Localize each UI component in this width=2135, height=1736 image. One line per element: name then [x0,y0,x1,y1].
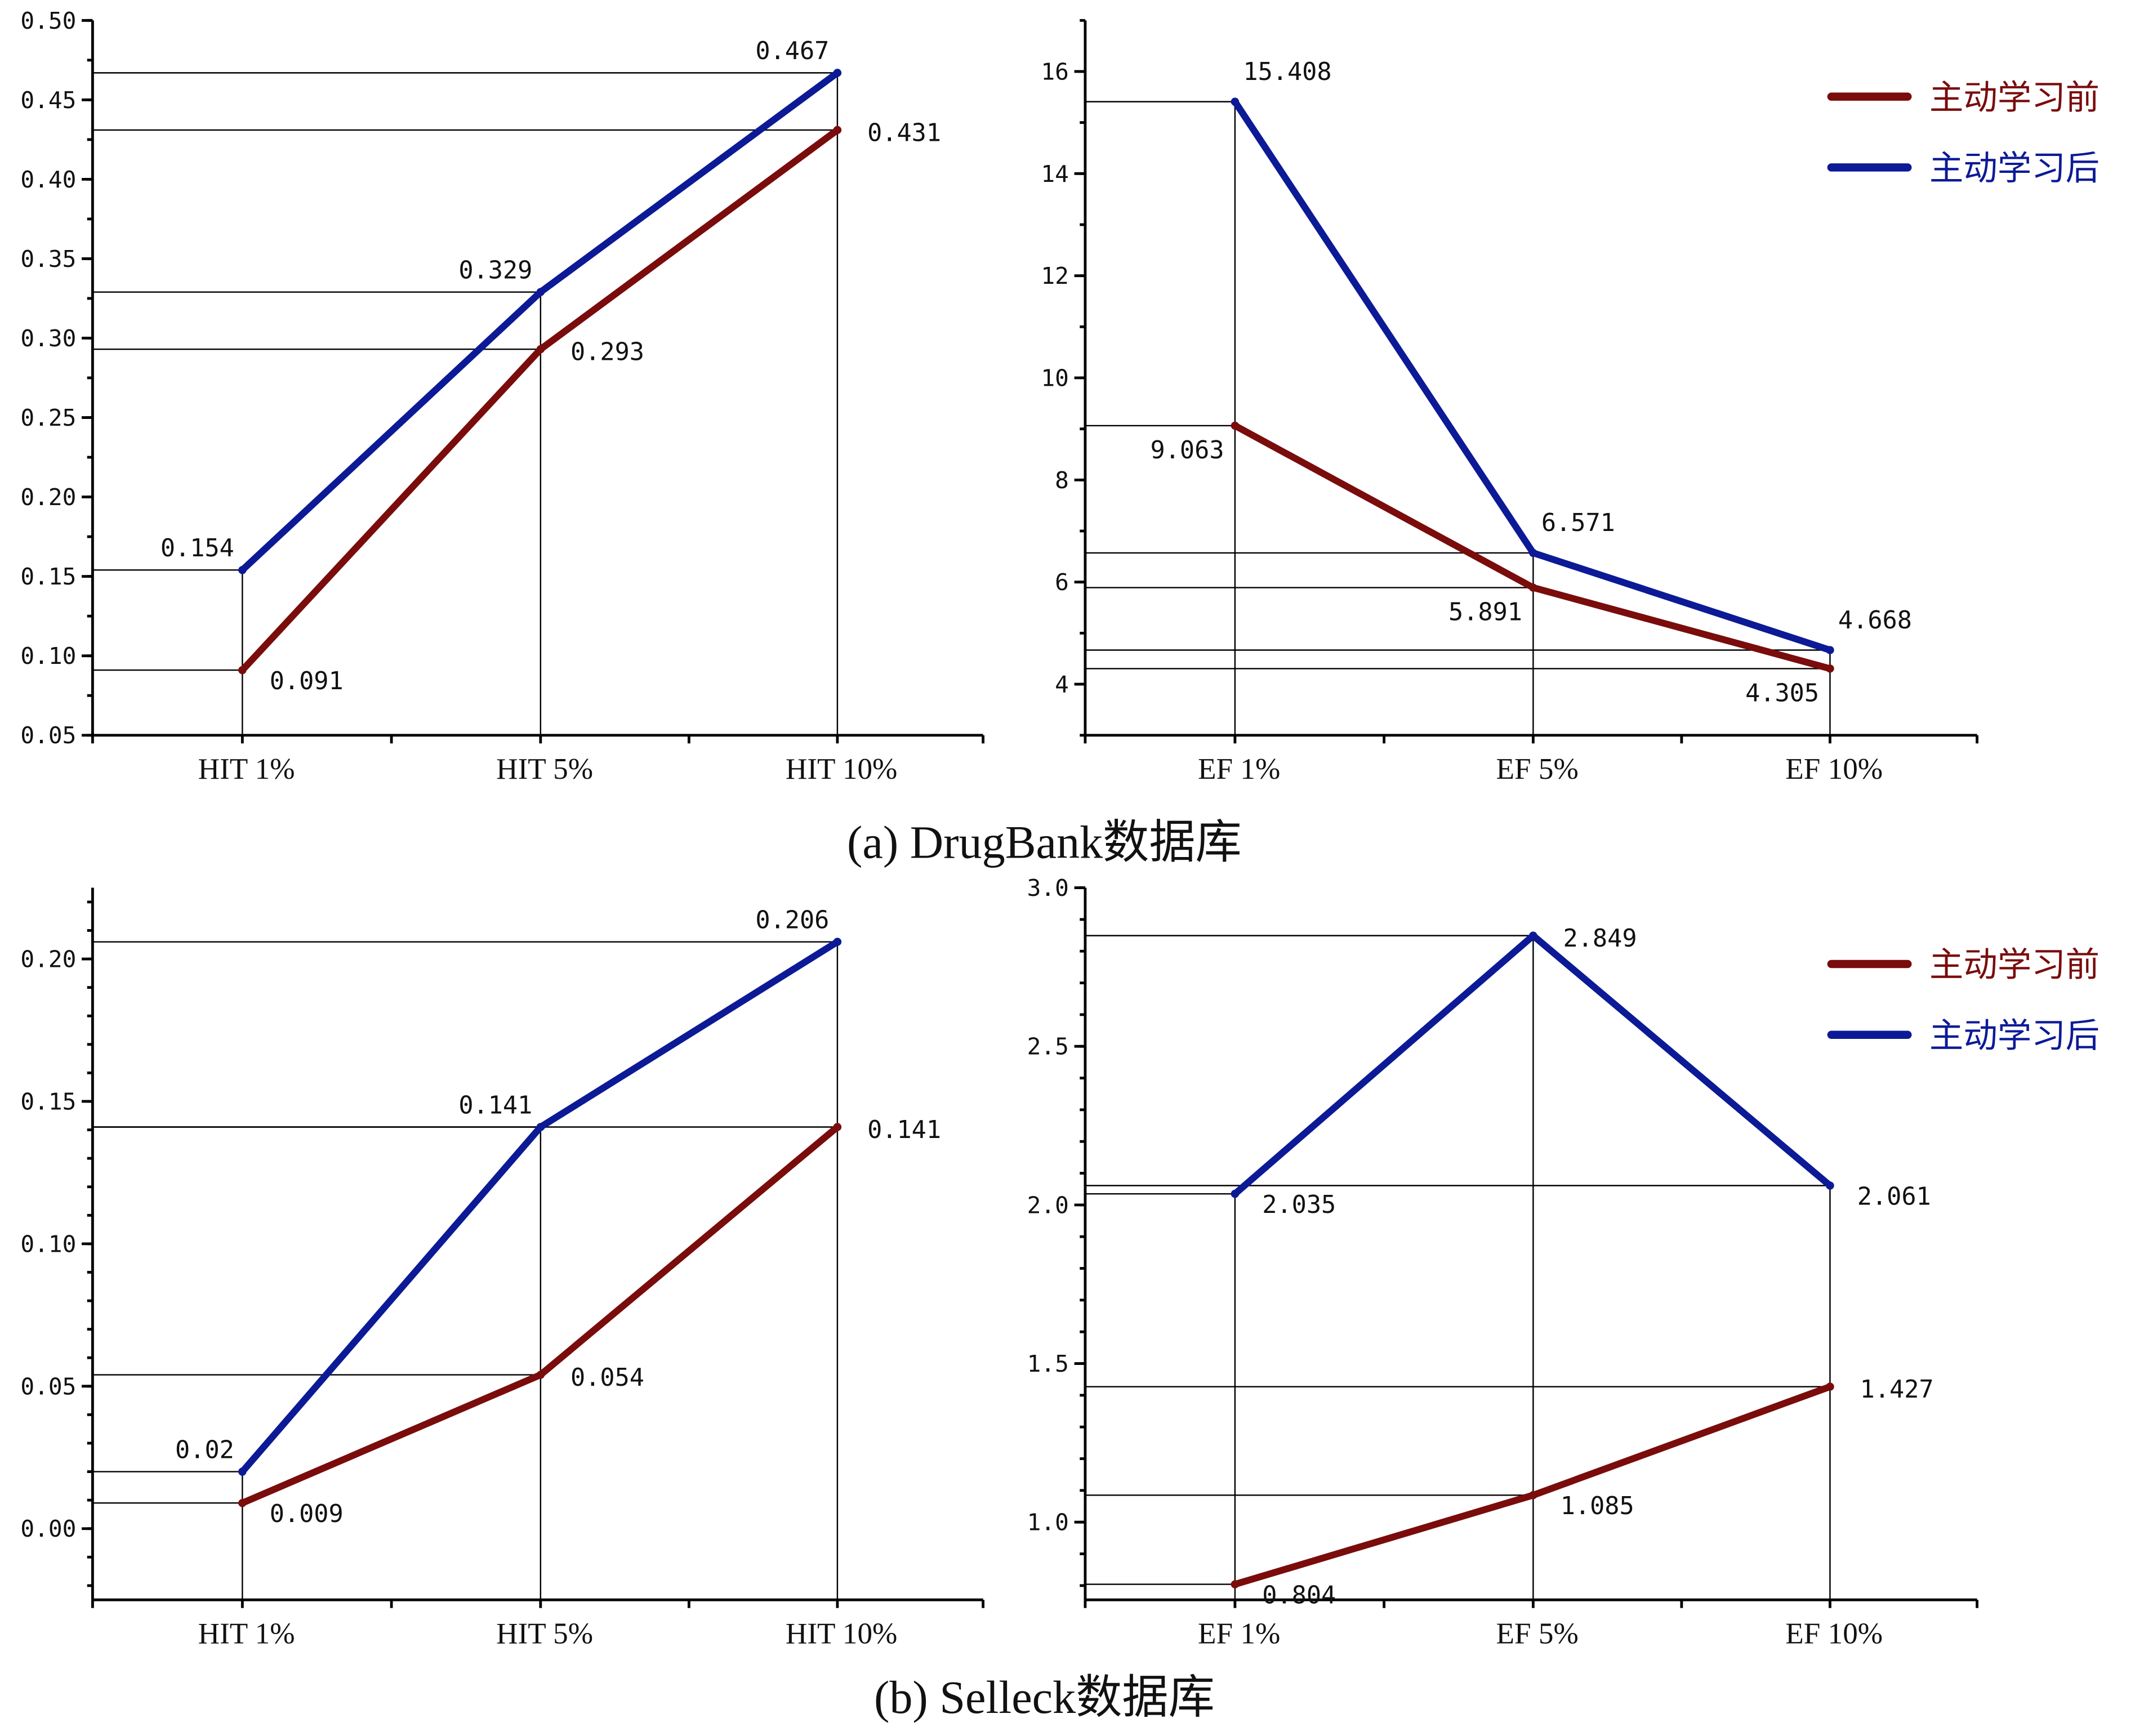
data-label-before: 0.009 [270,1500,344,1528]
legend-label-before: 主动学习前 [1929,78,2100,117]
y-tick-label: 0.50 [20,7,76,34]
data-point-after [833,69,842,77]
y-tick-label: 1.5 [1027,1350,1069,1377]
data-point-before [1231,1580,1240,1588]
data-point-after [238,1467,247,1476]
y-tick-label: 2.0 [1027,1191,1069,1219]
data-label-before: 4.305 [1745,679,1819,707]
data-label-before: 0.804 [1262,1581,1336,1609]
chart-b-hit: 0.00 0.05 0.10 0.15 0.20 HIT 1% HIT 5% HIT 10% 0… [20,887,985,1650]
x-tick-label: EF 5% [1496,752,1578,786]
x-tick-label: EF 10% [1785,1617,1883,1650]
y-tick-label: 0.25 [20,404,76,431]
data-label-before: 1.427 [1860,1376,1934,1404]
y-tick-label: 14 [1041,160,1068,188]
x-tick-label: EF 1% [1198,1617,1280,1650]
y-tick-label: 0.15 [20,1088,76,1115]
x-tick-label: EF 10% [1785,752,1883,786]
data-point-before [536,345,545,354]
data-label-after: 4.668 [1838,606,1912,635]
data-point-after [536,288,545,296]
y-tick-label: 6 [1055,569,1069,596]
x-tick-label: HIT 1% [198,1617,295,1650]
data-label-before: 0.054 [570,1364,644,1392]
data-point-before [238,666,247,675]
data-label-after: 0.02 [175,1436,234,1464]
chart-a-ef: 4 6 8 10 12 14 16 EF 1% EF 5% EF 10% 9.063 5.891 4.3… [1041,19,2100,786]
y-tick-label: 16 [1041,58,1068,85]
data-label-after: 0.329 [458,256,532,284]
y-tick-label: 1.0 [1027,1509,1069,1536]
y-tick-label: 0.05 [20,1373,76,1400]
y-tick-label: 0.15 [20,563,76,590]
data-point-after [1826,646,1834,654]
data-point-after [1529,931,1537,940]
chart-a-hit: 0.05 0.10 0.15 0.20 0.25 0.30 0.35 0.40 0.45 0.50… [20,7,985,786]
data-label-after: 2.849 [1563,925,1637,953]
x-tick-label: EF 1% [1198,752,1280,786]
legend-label-after: 主动学习后 [1929,149,2100,188]
y-tick-label: 3.0 [1027,874,1069,902]
data-label-before: 0.293 [570,338,644,367]
data-label-after: 0.141 [458,1091,532,1119]
data-point-after [833,938,842,946]
y-tick-label: 0.40 [20,166,76,193]
data-label-after: 6.571 [1541,509,1615,537]
caption-b: (b) Selleck数据库 [874,1672,1215,1723]
legend-label-after: 主动学习后 [1929,1016,2100,1055]
data-point-before [1231,421,1240,430]
y-tick-label: 0.10 [20,1230,76,1257]
data-point-before [1529,1491,1537,1500]
x-tick-label: HIT 1% [198,752,295,786]
x-tick-label: HIT 10% [786,1617,897,1650]
y-tick-label: 0.45 [20,87,76,114]
data-point-after [1231,97,1240,106]
data-point-after [536,1123,545,1131]
data-label-after: 2.061 [1857,1182,1931,1211]
x-tick-label: HIT 5% [496,752,593,786]
chart-b-ef: 1.0 1.5 2.0 2.5 3.0 EF 1% EF 5% EF 10% 0.804 1.08… [1027,874,2100,1650]
y-tick-label: 0.10 [20,642,76,670]
data-label-after: 0.206 [755,906,829,934]
data-point-after [1231,1189,1240,1198]
data-label-after: 15.408 [1243,58,1331,86]
data-label-before: 9.063 [1151,436,1224,465]
y-tick-label: 0.35 [20,246,76,273]
y-tick-label: 2.5 [1027,1033,1069,1060]
data-label-before: 0.431 [867,119,941,147]
x-tick-label: HIT 5% [496,1617,593,1650]
caption-a: (a) DrugBank数据库 [847,816,1242,868]
y-tick-label: 10 [1041,365,1068,392]
data-point-before [1529,583,1537,592]
data-point-after [1826,1181,1834,1190]
y-tick-label: 0.00 [20,1515,76,1542]
y-tick-label: 0.20 [20,484,76,511]
data-point-before [1826,664,1834,673]
data-point-before [833,126,842,135]
y-tick-label: 0.20 [20,946,76,973]
data-label-after: 2.035 [1262,1191,1336,1219]
data-label-before: 0.091 [270,667,344,695]
data-label-before: 0.141 [867,1116,941,1144]
y-tick-label: 8 [1055,467,1069,494]
data-point-before [1826,1382,1834,1391]
y-tick-label: 0.05 [20,722,76,749]
legend-label-before: 主动学习前 [1929,945,2100,985]
data-point-before [536,1371,545,1379]
y-tick-label: 12 [1041,262,1068,289]
data-point-after [1529,548,1537,557]
y-tick-label: 4 [1055,671,1069,698]
data-point-before [238,1498,247,1507]
data-label-before: 1.085 [1561,1492,1634,1520]
data-point-after [238,566,247,574]
x-tick-label: EF 5% [1496,1617,1578,1650]
data-label-after: 0.154 [161,534,234,563]
data-point-before [833,1123,842,1131]
x-tick-label: HIT 10% [786,752,897,786]
data-label-after: 0.467 [755,37,829,65]
y-tick-label: 0.30 [20,325,76,352]
data-label-before: 5.891 [1448,599,1522,627]
